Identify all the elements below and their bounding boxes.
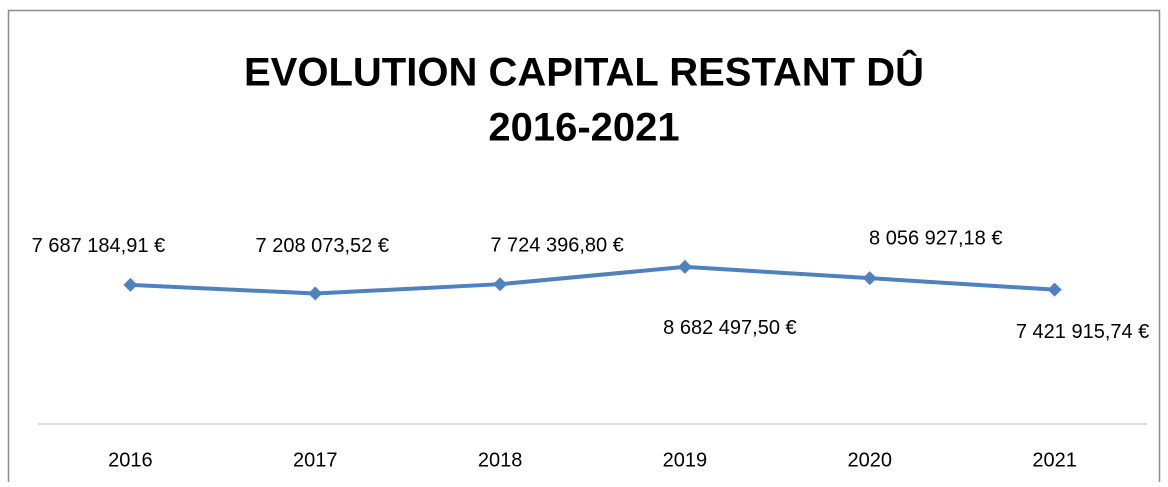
data-label: 7 421 915,74 € <box>1016 321 1149 343</box>
data-point <box>493 277 508 292</box>
data-point <box>123 277 138 292</box>
x-tick-label: 2018 <box>478 449 523 471</box>
data-point <box>1047 282 1062 297</box>
chart-title: 2016-2021 <box>488 106 679 150</box>
x-tick-label: 2016 <box>108 449 153 471</box>
x-tick-label: 2020 <box>848 449 893 471</box>
data-label: 7 724 396,80 € <box>490 234 623 256</box>
chart-frame <box>7 9 1161 487</box>
data-label: 8 682 497,50 € <box>663 317 796 339</box>
data-label: 8 056 927,18 € <box>869 227 1002 249</box>
data-point <box>308 286 323 301</box>
data-label: 7 687 184,91 € <box>32 235 165 257</box>
data-point <box>677 259 692 274</box>
x-tick-label: 2017 <box>293 449 338 471</box>
x-tick-label: 2019 <box>663 449 708 471</box>
x-tick-label: 2021 <box>1032 449 1077 471</box>
data-point <box>862 271 877 286</box>
data-label: 7 208 073,52 € <box>256 235 389 257</box>
chart-title: EVOLUTION CAPITAL RESTANT DÛ <box>244 49 924 95</box>
data-line <box>130 264 1055 296</box>
